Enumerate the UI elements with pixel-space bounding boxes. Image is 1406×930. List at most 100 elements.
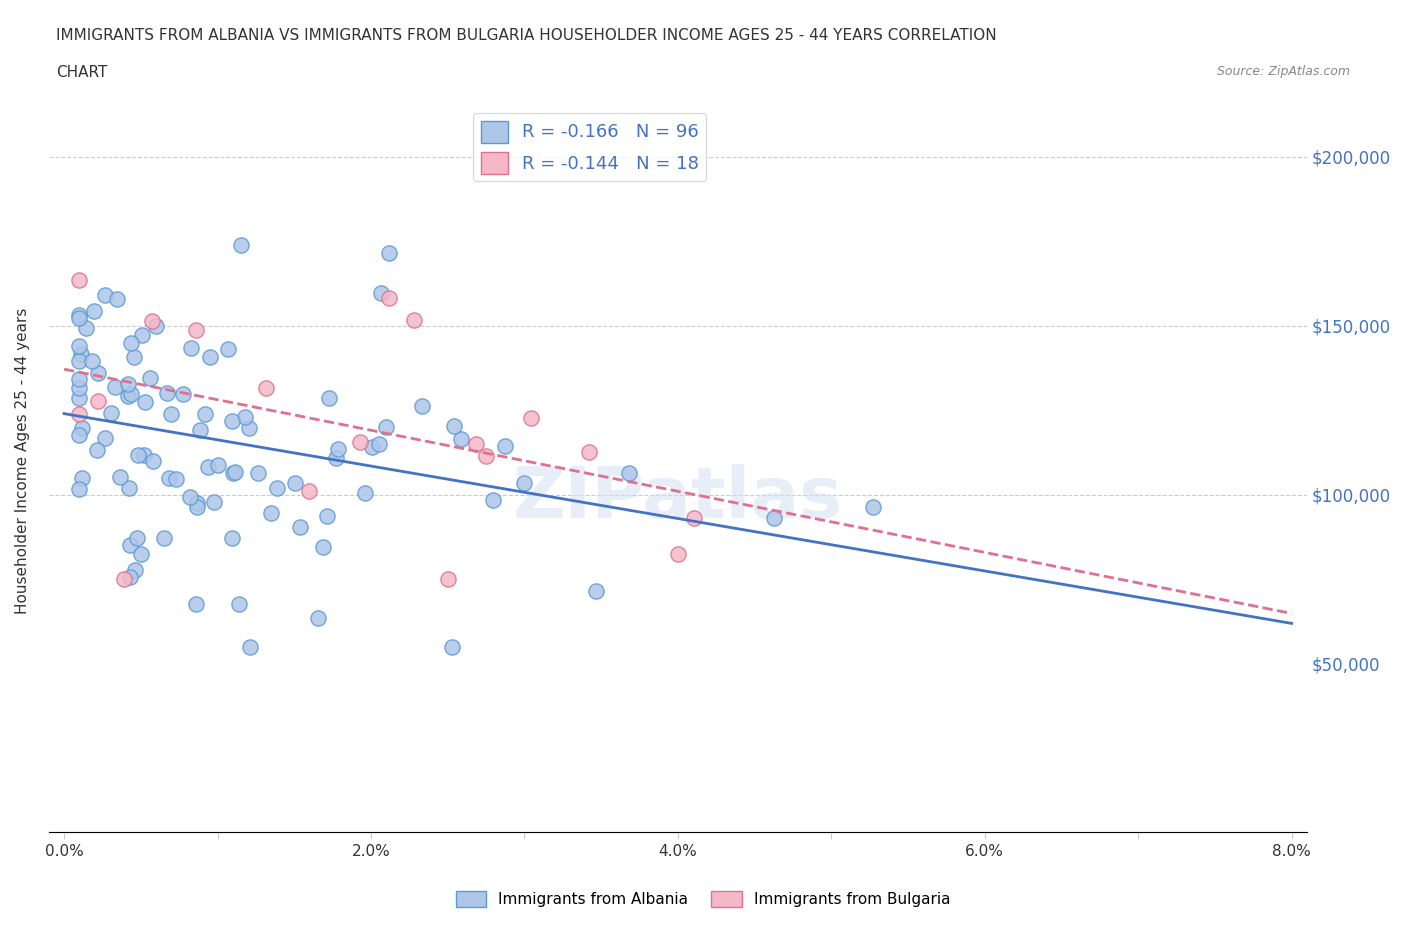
Point bbox=[69, 308, 91, 323]
Point bbox=[375, 419, 398, 434]
Point bbox=[221, 530, 243, 545]
Point bbox=[298, 483, 321, 498]
Point bbox=[157, 471, 180, 485]
Point bbox=[125, 530, 148, 545]
Point bbox=[197, 459, 219, 474]
Text: CHART: CHART bbox=[56, 65, 108, 80]
Point bbox=[122, 350, 145, 365]
Point bbox=[180, 340, 202, 355]
Point bbox=[139, 370, 162, 385]
Point bbox=[443, 418, 465, 433]
Point bbox=[308, 611, 330, 626]
Text: IMMIGRANTS FROM ALBANIA VS IMMIGRANTS FROM BULGARIA HOUSEHOLDER INCOME AGES 25 -: IMMIGRANTS FROM ALBANIA VS IMMIGRANTS FR… bbox=[56, 28, 997, 43]
Point bbox=[617, 466, 640, 481]
Point bbox=[141, 313, 163, 328]
Point bbox=[194, 406, 217, 421]
Point bbox=[378, 291, 401, 306]
Point bbox=[156, 385, 179, 400]
Point bbox=[411, 399, 433, 414]
Point bbox=[254, 380, 277, 395]
Point bbox=[69, 428, 91, 443]
Point bbox=[862, 499, 884, 514]
Point bbox=[131, 327, 153, 342]
Point bbox=[233, 409, 256, 424]
Point bbox=[118, 481, 141, 496]
Point bbox=[207, 458, 229, 472]
Point bbox=[288, 520, 311, 535]
Point bbox=[224, 465, 246, 480]
Point bbox=[69, 354, 91, 369]
Point bbox=[82, 353, 104, 368]
Point bbox=[107, 292, 129, 307]
Point bbox=[222, 466, 245, 481]
Point bbox=[354, 485, 377, 500]
Point bbox=[325, 450, 347, 465]
Point bbox=[361, 440, 384, 455]
Point bbox=[450, 432, 472, 446]
Point bbox=[70, 347, 93, 362]
Point bbox=[202, 495, 225, 510]
Point bbox=[312, 539, 335, 554]
Point bbox=[585, 583, 607, 598]
Point bbox=[120, 387, 142, 402]
Point bbox=[104, 379, 127, 394]
Point bbox=[198, 350, 221, 365]
Point bbox=[186, 499, 208, 514]
Point bbox=[117, 388, 139, 403]
Text: ZIPatlas: ZIPatlas bbox=[513, 463, 844, 533]
Point bbox=[93, 431, 115, 445]
Point bbox=[318, 391, 340, 405]
Point bbox=[188, 422, 211, 437]
Point bbox=[259, 506, 281, 521]
Point bbox=[118, 570, 141, 585]
Point bbox=[762, 511, 785, 525]
Point bbox=[86, 443, 108, 458]
Point bbox=[186, 596, 208, 611]
Point bbox=[70, 471, 93, 485]
Point bbox=[83, 304, 105, 319]
Point bbox=[239, 639, 262, 654]
Point bbox=[266, 481, 288, 496]
Point bbox=[117, 377, 139, 392]
Point bbox=[132, 448, 155, 463]
Point bbox=[69, 311, 91, 325]
Point bbox=[172, 387, 194, 402]
Point bbox=[513, 475, 536, 490]
Point bbox=[118, 538, 141, 552]
Point bbox=[368, 436, 391, 451]
Y-axis label: Householder Income Ages 25 - 44 years: Householder Income Ages 25 - 44 years bbox=[15, 308, 30, 614]
Point bbox=[349, 434, 371, 449]
Point bbox=[231, 237, 253, 252]
Point bbox=[238, 420, 260, 435]
Point bbox=[100, 405, 122, 420]
Point bbox=[437, 572, 460, 587]
Point bbox=[112, 572, 135, 587]
Point bbox=[160, 406, 183, 421]
Point bbox=[120, 336, 142, 351]
Legend: R = -0.166   N = 96, R = -0.144   N = 18: R = -0.166 N = 96, R = -0.144 N = 18 bbox=[474, 113, 706, 180]
Point bbox=[94, 287, 117, 302]
Point bbox=[179, 489, 201, 504]
Point bbox=[69, 482, 91, 497]
Point bbox=[69, 390, 91, 405]
Point bbox=[124, 563, 146, 578]
Point bbox=[228, 596, 250, 611]
Point bbox=[316, 509, 339, 524]
Point bbox=[108, 470, 131, 485]
Point bbox=[578, 445, 600, 460]
Point bbox=[475, 448, 498, 463]
Point bbox=[465, 436, 488, 451]
Point bbox=[87, 393, 110, 408]
Point bbox=[69, 406, 91, 421]
Point bbox=[482, 493, 505, 508]
Point bbox=[69, 380, 91, 395]
Point bbox=[246, 465, 269, 480]
Point bbox=[666, 547, 689, 562]
Point bbox=[682, 512, 704, 526]
Text: Source: ZipAtlas.com: Source: ZipAtlas.com bbox=[1216, 65, 1350, 78]
Point bbox=[284, 476, 307, 491]
Point bbox=[129, 547, 152, 562]
Point bbox=[134, 394, 156, 409]
Point bbox=[75, 321, 97, 336]
Point bbox=[221, 414, 243, 429]
